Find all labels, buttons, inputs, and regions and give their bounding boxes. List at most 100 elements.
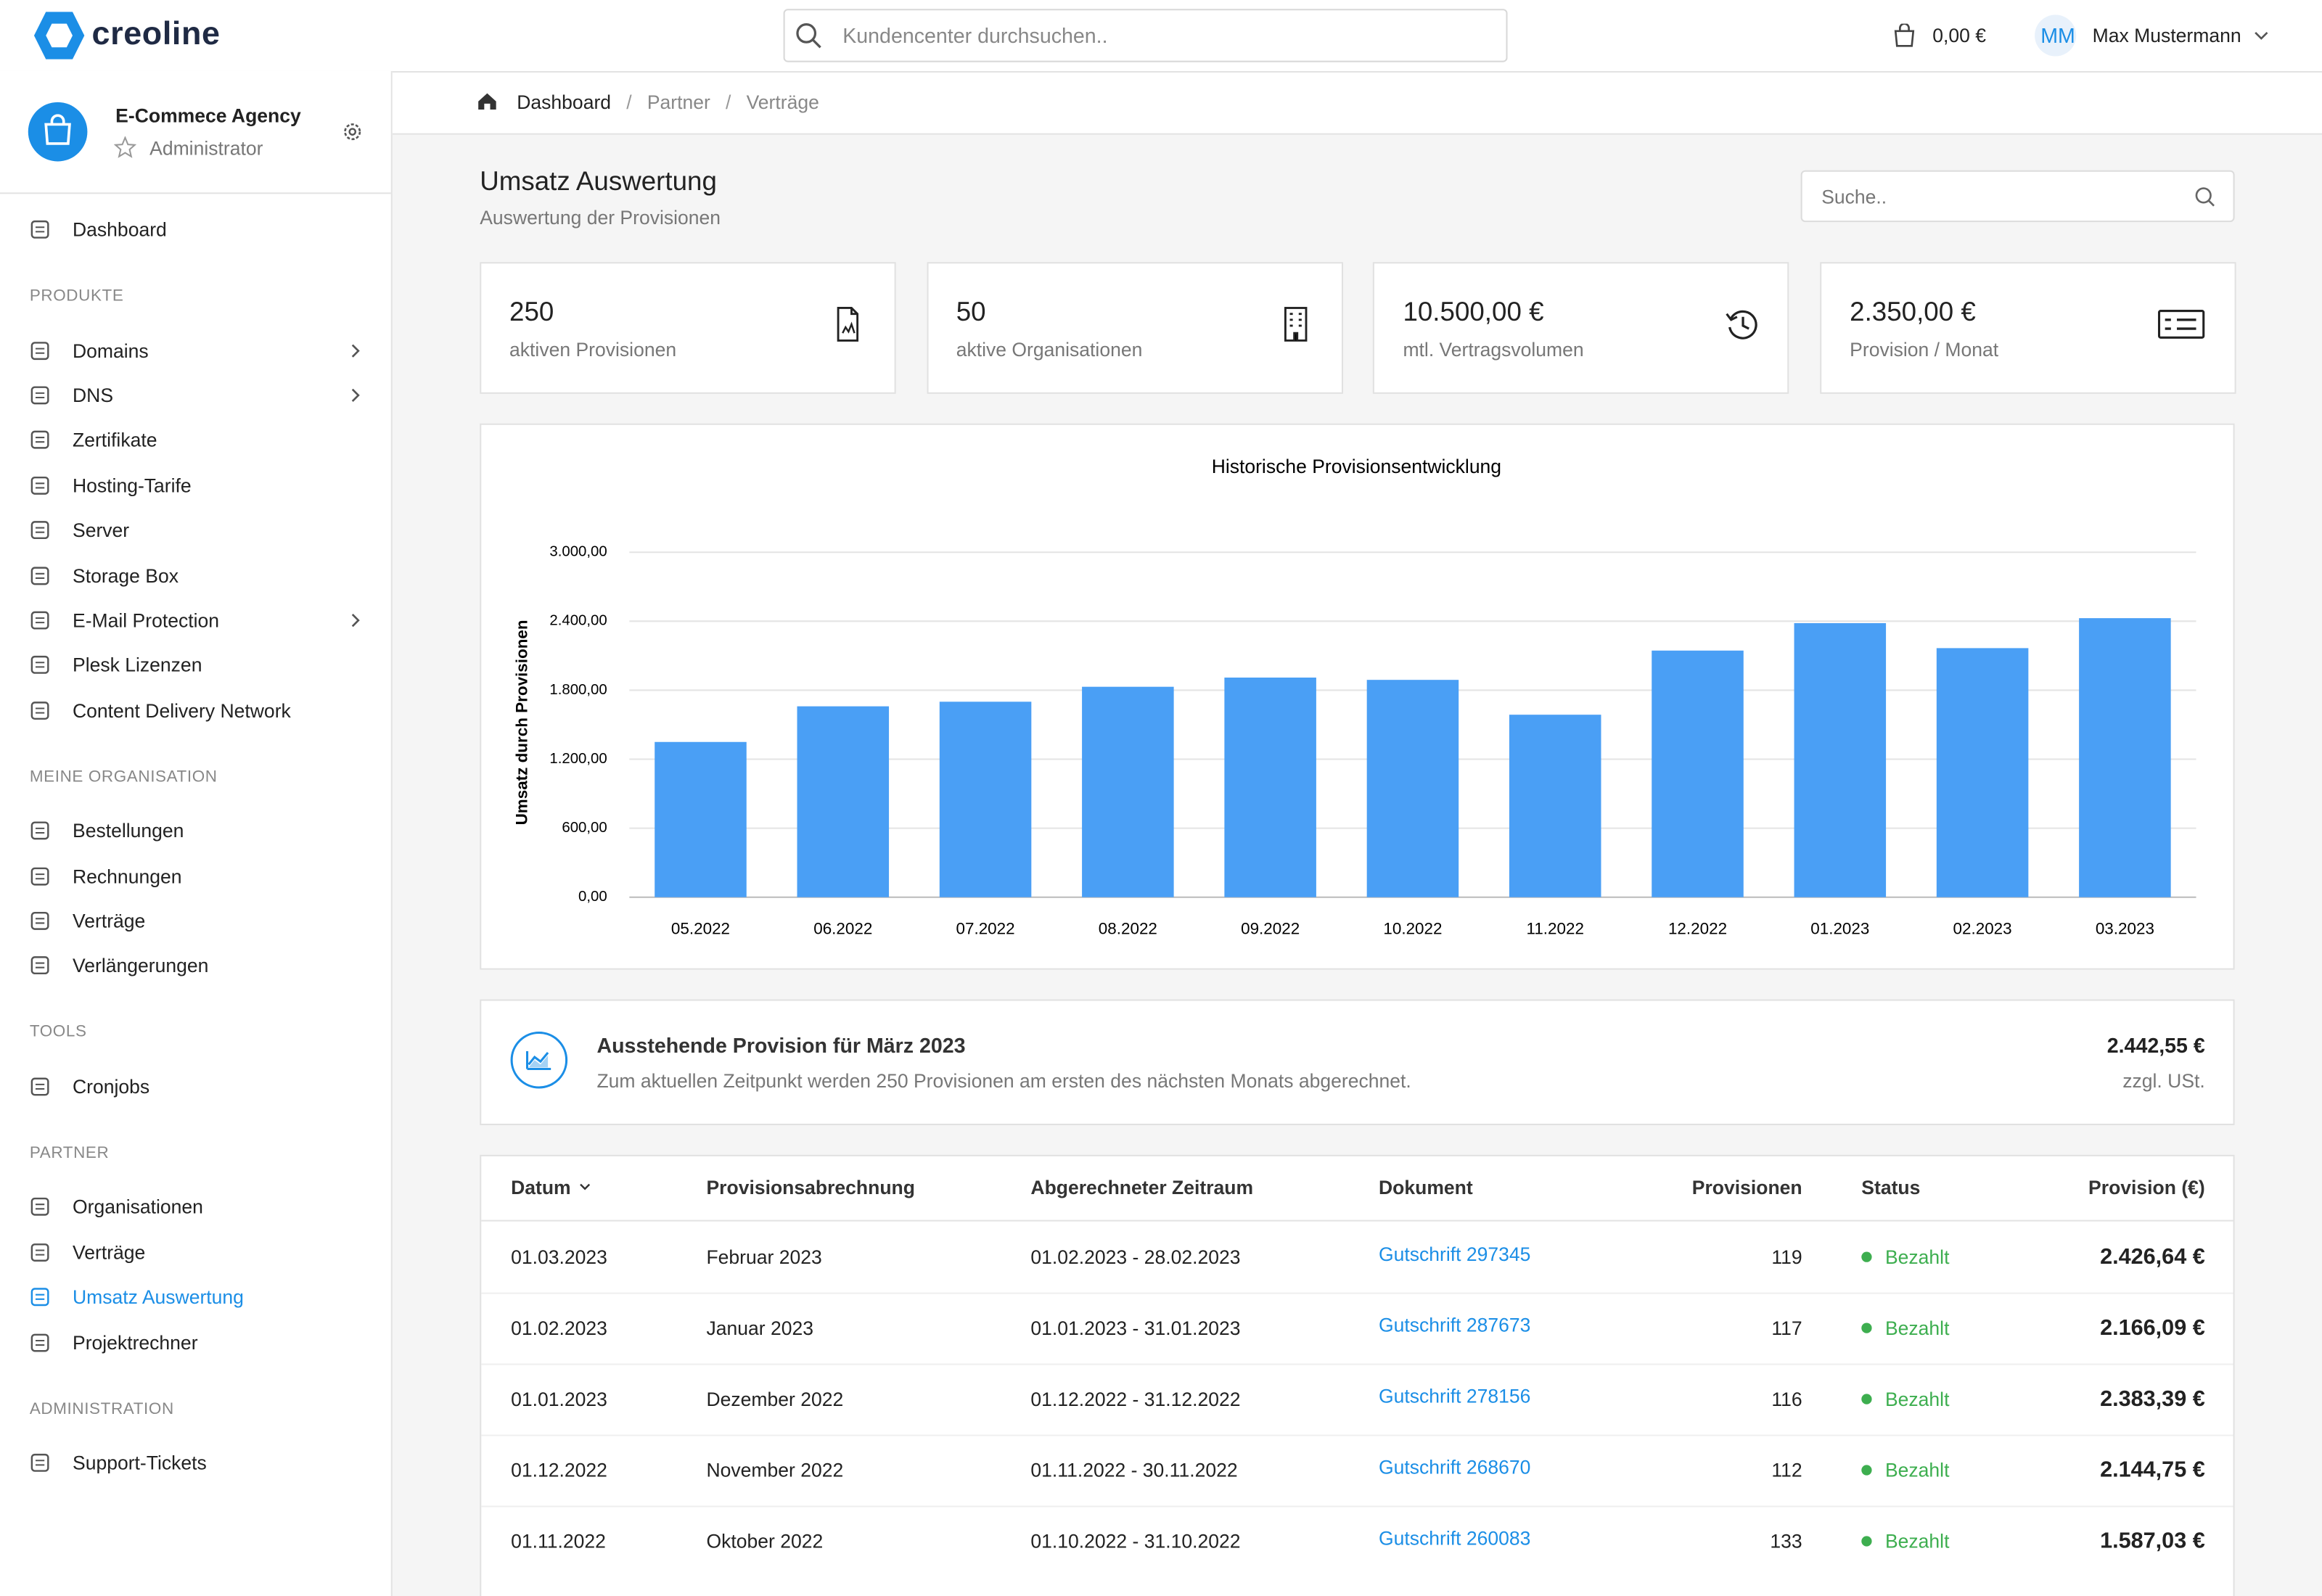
breadcrumb-item[interactable]: Verträge <box>746 91 819 114</box>
nav-item[interactable]: Plesk Lizenzen <box>72 654 202 677</box>
table-cell: 133 <box>1770 1530 1802 1552</box>
x-tick-label: 05.2022 <box>671 920 730 938</box>
nav-icon <box>30 386 49 405</box>
nav-chevron <box>351 388 360 402</box>
table-header: Provision (€) <box>2088 1176 2205 1199</box>
x-tick-label: 11.2022 <box>1527 920 1584 938</box>
document-link[interactable]: Gutschrift 287673 <box>1378 1314 1531 1336</box>
document-link[interactable]: Gutschrift 260083 <box>1378 1527 1531 1550</box>
nav-item[interactable]: Storage Box <box>72 564 179 587</box>
nav-item[interactable]: Verträge <box>72 1241 146 1264</box>
nav-heading: PARTNER <box>29 1144 110 1162</box>
nav-item[interactable]: Rechnungen <box>72 865 182 887</box>
provision-amount: 2.383,39 € <box>2100 1386 2205 1412</box>
provision-amount: 1.587,03 € <box>2100 1529 2205 1554</box>
table-header: Provisionsabrechnung <box>706 1176 915 1199</box>
table-header[interactable]: Datum <box>511 1176 571 1199</box>
nav-item[interactable]: Support-Tickets <box>72 1452 207 1474</box>
bar <box>2079 618 2171 897</box>
breadcrumb-bar <box>392 72 2322 135</box>
nav-item[interactable]: Server <box>72 519 130 542</box>
nav-icon <box>30 866 49 885</box>
table-cell: Dezember 2022 <box>706 1388 844 1410</box>
settings-icon[interactable] <box>342 121 363 142</box>
nav-icon <box>30 1333 49 1352</box>
stat-label: aktive Organisationen <box>956 338 1143 361</box>
y-tick-label: 1.200,00 <box>549 751 607 767</box>
table-cell: 01.03.2023 <box>511 1246 607 1268</box>
bar <box>1652 650 1744 897</box>
x-tick-label: 10.2022 <box>1383 920 1442 938</box>
status: Bezahlt <box>1884 1459 1950 1481</box>
stat-icon <box>837 307 859 342</box>
nav-item[interactable]: Domains <box>72 339 149 361</box>
nav-icon <box>30 1243 49 1262</box>
pending-text: Zum aktuellen Zeitpunkt werden 250 Provi… <box>596 1069 1411 1093</box>
document-link[interactable]: Gutschrift 278156 <box>1378 1385 1531 1407</box>
nav-chevron <box>351 343 360 357</box>
nav-item[interactable]: Cronjobs <box>72 1075 150 1098</box>
bar <box>655 741 747 897</box>
stat-icon <box>1284 307 1307 342</box>
table-header: Provisionen <box>1691 1176 1802 1199</box>
table-card <box>480 1154 2235 1596</box>
row-divider <box>481 1434 2233 1436</box>
nav-item[interactable]: Hosting-Tarife <box>72 474 192 497</box>
user-chevron[interactable] <box>2254 30 2268 41</box>
x-tick-label: 03.2023 <box>2096 920 2154 938</box>
global-search[interactable] <box>783 9 1508 62</box>
pending-title: Ausstehende Provision für März 2023 <box>596 1033 966 1058</box>
x-tick-label: 02.2023 <box>1953 920 2012 938</box>
document-link[interactable]: Gutschrift 268670 <box>1378 1456 1531 1478</box>
stat-icon <box>2158 310 2205 339</box>
status-dot <box>1861 1251 1872 1262</box>
provision-amount: 2.426,64 € <box>2100 1244 2205 1270</box>
nav-heading: MEINE ORGANISATION <box>29 768 218 786</box>
breadcrumb-separator: / <box>626 91 632 114</box>
nav-item[interactable]: Zertifikate <box>72 429 157 452</box>
nav-item[interactable]: E-Mail Protection <box>72 609 220 632</box>
chart-title: Historische Provisionsentwicklung <box>1212 456 1501 477</box>
page-title: Umsatz Auswertung <box>480 166 717 197</box>
pending-card <box>480 999 2235 1126</box>
nav-item[interactable]: Projektrechner <box>72 1330 198 1354</box>
nav-item[interactable]: Dashboard <box>72 218 167 241</box>
nav-heading: TOOLS <box>29 1024 87 1042</box>
account-avatar[interactable] <box>28 102 88 162</box>
status-dot <box>1861 1465 1872 1476</box>
avatar-initials: MM <box>2040 23 2075 48</box>
avatar[interactable] <box>2035 15 2077 57</box>
cart-icon[interactable] <box>1892 23 1916 48</box>
nav-icon <box>30 911 49 930</box>
logo-icon[interactable] <box>33 10 86 60</box>
x-tick-label: 07.2022 <box>956 920 1015 938</box>
stat-card <box>1373 262 1790 394</box>
breadcrumb-item[interactable]: Partner <box>647 91 710 114</box>
table-cell: 01.02.2023 <box>511 1317 607 1339</box>
account-name: E-Commece Agency <box>115 104 301 127</box>
cart-total[interactable]: 0,00 € <box>1932 24 1987 47</box>
logo-text[interactable]: creoline <box>91 15 221 52</box>
nav-item[interactable]: Bestellungen <box>72 819 184 842</box>
nav-item[interactable]: Verlängerungen <box>72 955 209 977</box>
row-divider <box>481 1505 2233 1507</box>
status-dot <box>1861 1536 1872 1547</box>
nav-item[interactable]: Organisationen <box>72 1196 203 1219</box>
nav-icon <box>30 1454 49 1472</box>
nav-item[interactable]: DNS <box>72 384 114 406</box>
user-name[interactable]: Max Mustermann <box>2092 24 2241 47</box>
x-tick-label: 06.2022 <box>813 920 872 938</box>
breadcrumb-item[interactable]: Dashboard <box>517 91 612 114</box>
x-tick-label: 01.2023 <box>1810 920 1869 938</box>
table-cell: 01.10.2022 - 31.10.2022 <box>1030 1530 1241 1552</box>
document-link[interactable]: Gutschrift 297345 <box>1378 1243 1531 1265</box>
nav-item[interactable]: Umsatz Auswertung <box>72 1286 244 1309</box>
table-cell: Februar 2023 <box>706 1246 822 1268</box>
home-icon[interactable] <box>477 92 498 112</box>
x-tick-label: 08.2022 <box>1099 920 1157 938</box>
nav-item[interactable]: Verträge <box>72 910 146 932</box>
page-search[interactable] <box>1800 170 2235 223</box>
x-tick-label: 09.2022 <box>1241 920 1300 938</box>
nav-item[interactable]: Content Delivery Network <box>72 699 291 722</box>
